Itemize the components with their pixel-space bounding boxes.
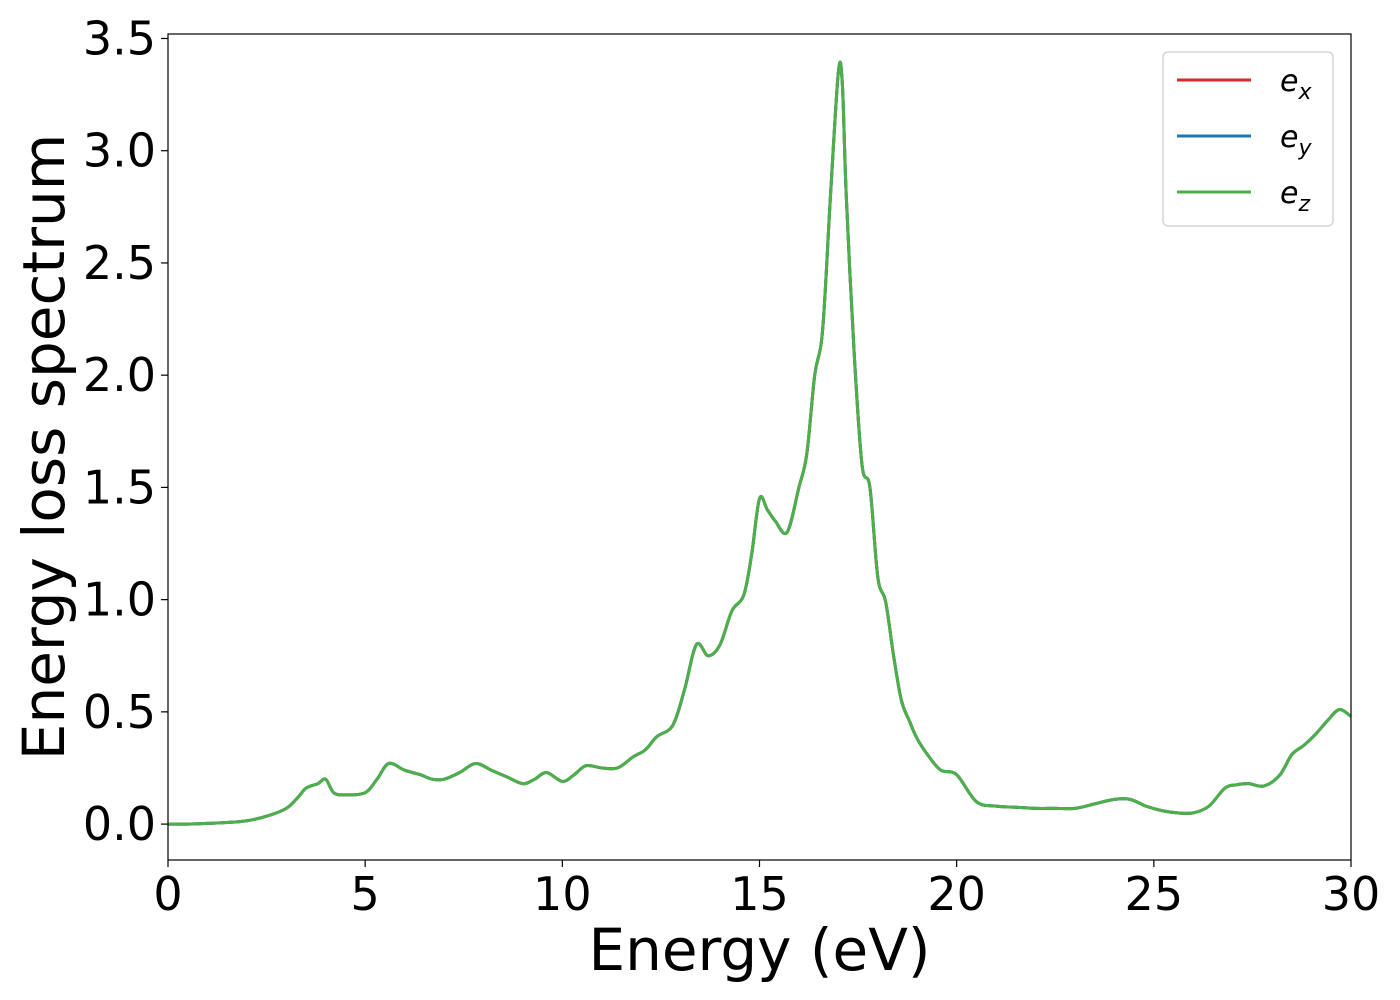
legend-label-ey: ey xyxy=(1280,120,1312,161)
y-tick-label: 0.0 xyxy=(83,797,156,851)
x-axis-ticks: 0 5 10 15 20 25 30 xyxy=(153,860,1380,921)
legend-label-ex: ex xyxy=(1280,64,1312,105)
y-tick-label: 3.0 xyxy=(83,124,156,178)
y-tick-label: 1.5 xyxy=(83,460,156,514)
legend-box xyxy=(1162,51,1334,227)
x-tick-label: 5 xyxy=(351,867,380,921)
plot-frame xyxy=(167,33,1352,861)
series-lines xyxy=(167,60,1352,826)
legend: ex ey ez xyxy=(1162,51,1334,227)
x-tick-label: 15 xyxy=(730,867,789,921)
y-tick-label: 0.5 xyxy=(83,685,156,739)
x-tick-label: 10 xyxy=(533,867,592,921)
y-axis-label: Energy loss spectrum xyxy=(10,134,78,760)
legend-label-ez: ez xyxy=(1280,176,1310,217)
y-tick-label: 1.0 xyxy=(83,573,156,627)
y-axis-ticks: 0.0 0.5 1.0 1.5 2.0 2.5 3.0 3.5 xyxy=(83,11,168,851)
x-tick-label: 25 xyxy=(1125,867,1184,921)
y-tick-label: 3.5 xyxy=(83,11,156,65)
x-tick-label: 20 xyxy=(927,867,986,921)
y-tick-label: 2.5 xyxy=(83,236,156,290)
series-line-ez xyxy=(167,60,1352,826)
x-tick-label: 0 xyxy=(153,867,182,921)
x-tick-label: 30 xyxy=(1322,867,1381,921)
y-tick-label: 2.0 xyxy=(83,348,156,402)
x-axis-label: Energy (eV) xyxy=(588,916,930,984)
